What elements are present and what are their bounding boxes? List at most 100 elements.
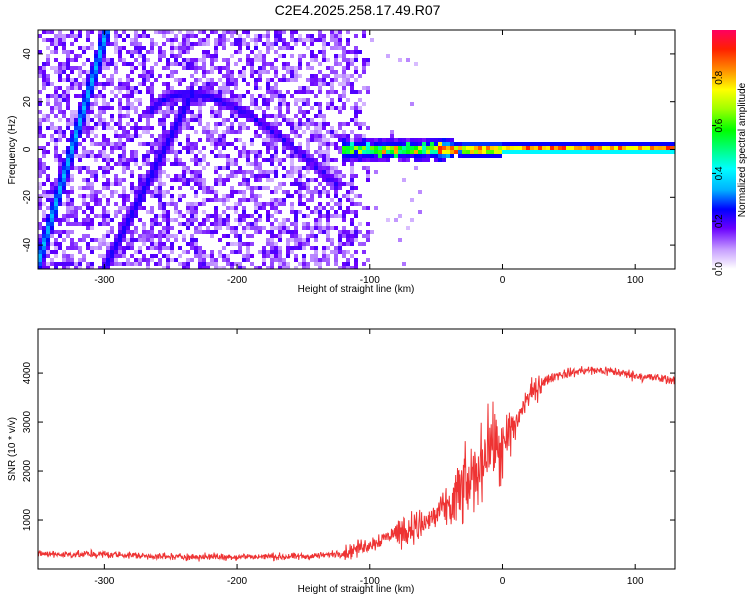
spectrogram-cell [330,66,334,70]
spectrogram-cell [358,122,362,126]
spectrogram-cell [326,102,330,106]
spectrogram-cell [62,42,66,46]
spectrogram-cell [354,234,358,238]
spectrogram-cell [222,218,226,222]
spectrogram-cell [158,170,162,174]
spectrogram-cell [230,126,234,130]
spectrogram-cell [98,46,102,50]
spectrogram-cell [254,186,258,190]
spectrogram-cell [318,202,322,206]
spectrogram-cell [142,194,146,198]
spectrogram-cell [254,34,258,38]
spectrogram-cell [178,90,182,94]
spectrogram-cell [254,162,258,166]
spectrogram-cell [318,210,322,214]
spectrogram-cell [330,86,334,90]
spectrogram-cell [210,134,214,138]
spectrogram-cell [670,142,674,146]
spectrogram-cell [426,146,430,150]
spectrogram-cell [118,138,122,142]
spectrogram-cell [98,190,102,194]
spectrogram-cell [602,146,606,150]
spectrogram-cell [242,122,246,126]
spectrogram-cell [354,118,358,122]
spectrogram-cell [78,70,82,74]
spectrogram-cell [350,170,354,174]
spectrogram-cell [394,154,398,158]
spectrogram-cell [358,134,362,138]
spectrogram-cell [70,258,74,262]
spectrogram-cell [286,194,290,198]
spectrogram-cell [42,86,46,90]
spectrogram-cell [66,258,70,262]
spectrogram-cell [550,146,554,150]
spectrogram-cell [594,150,598,154]
spectrogram-cell [306,150,310,154]
spectrogram-cell [70,42,74,46]
spectrogram-cell [206,86,210,90]
spectrogram-cell [574,146,578,150]
spectrogram-cell [146,126,150,130]
spectrogram-cell [214,170,218,174]
spectrogram-cell [370,38,374,42]
spectrogram-cell [314,206,318,210]
spectrogram-cell [242,242,246,246]
spectrogram-cell [62,230,66,234]
spectrogram-cell [310,134,314,138]
spectrogram-cell [70,82,74,86]
spectrogram-cell [50,106,54,110]
spectrogram-cell [306,142,310,146]
spectrogram-cell [314,78,318,82]
spectrogram-cell [422,154,426,158]
spectrogram-cell [42,242,46,246]
spectrogram-cell [166,190,170,194]
spectrogram-cell [222,30,226,34]
spectrogram-cell [158,58,162,62]
spectrogram-cell [38,246,42,250]
spectrogram-cell [118,106,122,110]
spectrogram-cell [298,186,302,190]
spectrogram-cell [178,118,182,122]
spectrogram-cell [102,138,106,142]
spectrogram-cell [106,170,110,174]
spectrogram-cell [326,150,330,154]
spectrogram-cell [170,74,174,78]
spectrogram-cell [182,66,186,70]
spectrogram-cell [234,110,238,114]
spectrogram-cell [70,246,74,250]
spectrogram-cell [406,58,410,62]
spectrogram-cell [230,174,234,178]
spectrogram-cell [122,250,126,254]
spectrogram-cell [278,110,282,114]
colorbar-tick-label: 0.6 [714,118,725,132]
spectrogram-cell [274,206,278,210]
spectrogram-cell [418,210,422,214]
spectrogram-cell [434,142,438,146]
spectrogram-cell [150,82,154,86]
spectrogram-cell [158,138,162,142]
spectrogram-cell [46,114,50,118]
spectrogram-cell [270,146,274,150]
spectrogram-cell [326,238,330,242]
spectrogram-cell [166,66,170,70]
spectrogram-cell [290,210,294,214]
colorbar-tick-label: 0.0 [714,262,725,276]
spectrogram-cell [302,202,306,206]
spectrogram-cell [154,98,158,102]
spectrogram-cell [150,178,154,182]
spectrogram-cell [490,154,494,158]
spectrogram-cell [90,74,94,78]
spectrogram-cell [326,258,330,262]
spectrogram-cell [370,138,374,142]
spectrogram-cell [130,182,134,186]
spectrogram-cell [190,222,194,226]
spectrogram-x-tick-label: 0 [500,275,506,286]
spectrogram-cell [354,258,358,262]
spectrogram-cell [466,154,470,158]
spectrogram-cell [274,154,278,158]
spectrogram-cell [138,238,142,242]
spectrogram-cell [306,110,310,114]
spectrogram-cell [482,154,486,158]
spectrogram-cell [94,94,98,98]
spectrogram-cell [150,238,154,242]
